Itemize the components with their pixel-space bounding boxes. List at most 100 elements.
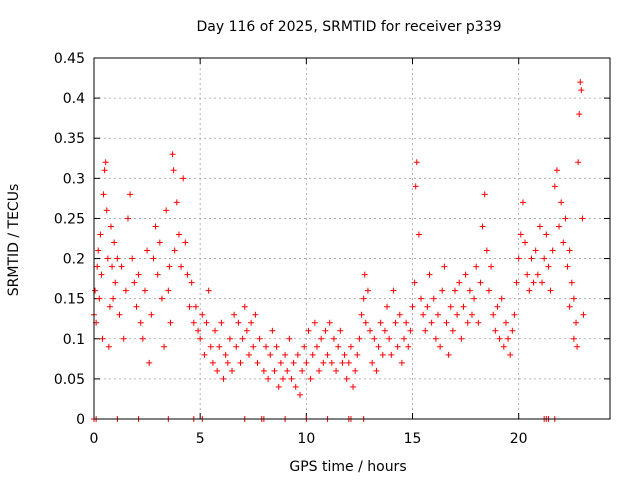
data-point <box>180 175 187 182</box>
data-point <box>534 271 541 278</box>
data-point <box>575 159 582 166</box>
data-point <box>139 335 146 342</box>
data-point <box>146 359 153 366</box>
data-point <box>207 343 214 350</box>
data-point <box>371 335 378 342</box>
data-point <box>439 287 446 294</box>
data-point <box>502 319 509 326</box>
data-point <box>443 319 450 326</box>
data-point <box>573 319 580 326</box>
data-point <box>324 351 331 358</box>
data-point <box>170 167 177 174</box>
data-point <box>105 343 112 350</box>
data-point <box>509 327 516 334</box>
data-point <box>190 319 197 326</box>
data-point <box>110 295 117 302</box>
data-point <box>562 215 569 222</box>
data-point <box>369 359 376 366</box>
data-point <box>345 359 352 366</box>
data-point <box>415 231 422 238</box>
data-point <box>485 287 492 294</box>
data-point <box>209 359 216 366</box>
data-point <box>401 335 408 342</box>
x-tick-label: 10 <box>297 431 315 447</box>
data-point <box>235 319 242 326</box>
data-point <box>483 247 490 254</box>
data-point <box>330 335 337 342</box>
data-point <box>127 191 134 198</box>
data-point <box>186 303 193 310</box>
data-point <box>333 367 340 374</box>
data-point <box>265 375 272 382</box>
data-point <box>466 287 473 294</box>
data-point <box>224 359 231 366</box>
data-point <box>403 319 410 326</box>
x-axis-ticks: 0 5 10 15 20 <box>90 58 528 447</box>
data-point <box>311 319 318 326</box>
data-point <box>435 311 441 318</box>
data-point <box>420 311 427 318</box>
data-point <box>519 199 526 206</box>
data-point <box>216 343 223 350</box>
data-point <box>275 383 282 390</box>
data-point <box>307 375 314 382</box>
data-point <box>154 271 161 278</box>
data-point <box>243 327 250 334</box>
data-point <box>133 303 140 310</box>
data-point <box>252 311 259 318</box>
y-tick-label: 0.15 <box>54 292 85 308</box>
data-point <box>158 295 165 302</box>
data-point <box>178 263 185 270</box>
data-point <box>156 239 163 246</box>
data-point <box>577 79 584 86</box>
data-point <box>532 247 539 254</box>
data-point <box>392 319 399 326</box>
y-tick-label: 0.2 <box>63 252 85 268</box>
data-point <box>430 295 437 302</box>
data-point <box>377 319 384 326</box>
data-point <box>124 215 131 222</box>
data-point <box>192 303 199 310</box>
y-axis-ticks: 0 0.05 0.1 0.15 0.2 0.25 0.3 0.35 0.4 0.45 <box>54 51 610 428</box>
x-tick-label: 15 <box>404 431 422 447</box>
data-points <box>91 79 587 422</box>
data-point <box>167 319 174 326</box>
data-point <box>107 223 114 230</box>
data-point <box>328 359 335 366</box>
data-point <box>356 335 363 342</box>
data-point <box>464 319 471 326</box>
data-point <box>492 327 499 334</box>
data-point <box>214 367 221 374</box>
data-point <box>122 287 129 294</box>
data-point <box>551 183 558 190</box>
data-point <box>558 199 565 206</box>
data-point <box>511 311 518 318</box>
data-point <box>254 359 261 366</box>
data-point <box>316 367 323 374</box>
x-axis-label: GPS time / hours <box>289 459 406 475</box>
y-tick-label: 0.25 <box>54 211 85 227</box>
data-point <box>173 199 180 206</box>
data-point <box>144 247 151 254</box>
data-point <box>96 295 103 302</box>
data-point <box>528 255 535 262</box>
data-point <box>131 279 138 286</box>
data-point <box>169 151 176 158</box>
data-point <box>246 351 253 358</box>
data-point <box>568 279 575 286</box>
data-point <box>500 343 507 350</box>
data-point <box>239 335 246 342</box>
data-point <box>229 367 236 374</box>
x-tick-label: 20 <box>510 431 528 447</box>
data-point <box>373 367 380 374</box>
data-point <box>481 191 488 198</box>
data-point <box>479 223 486 230</box>
data-point <box>299 367 306 374</box>
data-point <box>100 191 107 198</box>
data-point <box>428 319 435 326</box>
data-point <box>566 303 573 310</box>
data-point <box>454 311 461 318</box>
y-tick-label: 0.4 <box>63 91 85 107</box>
y-axis-label: SRMTID / TECUs <box>6 184 22 297</box>
data-point <box>135 271 142 278</box>
